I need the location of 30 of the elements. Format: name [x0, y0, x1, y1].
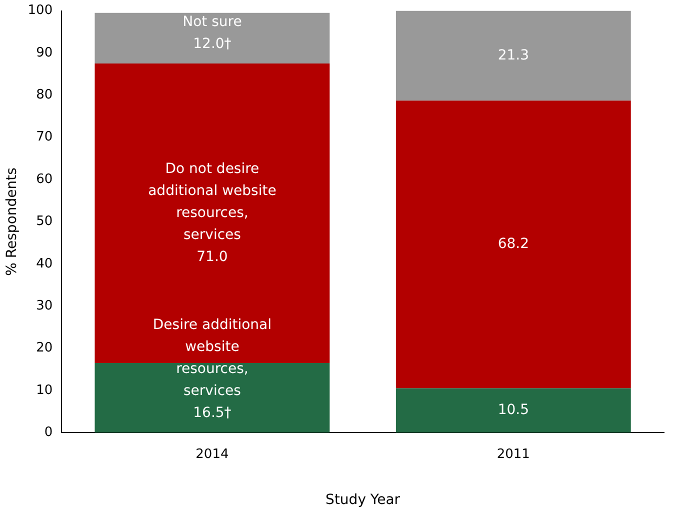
- y-tick-label: 40: [36, 256, 53, 272]
- x-tick-label: 2011: [496, 446, 530, 462]
- y-tick-label: 60: [36, 172, 53, 187]
- y-tick-label: 10: [36, 382, 53, 398]
- y-tick-label: 0: [44, 424, 53, 440]
- y-tick-label: 100: [28, 3, 53, 18]
- bar: [94, 12, 330, 64]
- x-tick-label: 2014: [196, 446, 229, 462]
- y-tick-label: 70: [36, 130, 53, 145]
- series-label: Do not desire additional website resources, services: [148, 160, 276, 243]
- y-tick-label: 30: [36, 298, 53, 314]
- data-label: 12.0†: [193, 36, 232, 52]
- data-label: 71.0: [196, 248, 228, 265]
- data-label: 68.2: [498, 236, 529, 252]
- bar: [94, 64, 330, 364]
- y-tick-label: 20: [36, 340, 53, 356]
- series-label: Desire additional website resources, services: [152, 317, 272, 400]
- y-tick-label: 50: [36, 214, 53, 230]
- bar: [396, 10, 631, 101]
- data-label: 21.3: [498, 47, 529, 64]
- data-label: 16.5†: [193, 405, 232, 422]
- x-axis-title: Study Year: [326, 492, 400, 508]
- bar: [94, 363, 330, 433]
- series-label: Not sure: [182, 14, 242, 30]
- bar: [396, 100, 631, 388]
- y-axis-title: % Respondents: [4, 168, 20, 276]
- y-tick-label: 90: [36, 45, 53, 60]
- y-tick-label: 80: [36, 88, 53, 103]
- data-label: 10.5: [498, 402, 529, 418]
- bar: [396, 388, 631, 433]
